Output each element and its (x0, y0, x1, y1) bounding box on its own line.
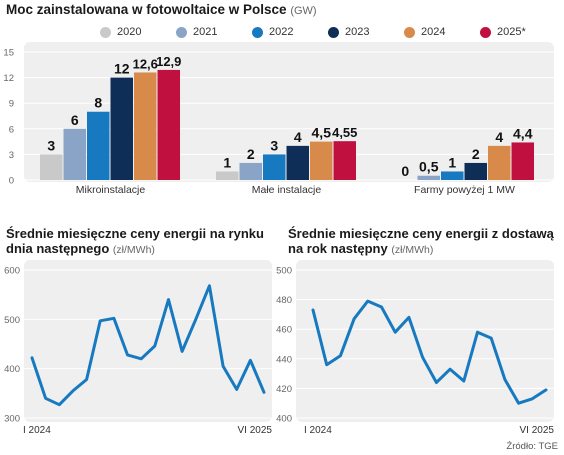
line-y-tick-label: 600 (4, 266, 20, 277)
bar-category-label: Mikroinstalacje (76, 184, 146, 196)
legend-label: 2020 (117, 26, 142, 38)
bar-value-label: 4 (294, 129, 302, 145)
x-end-label: VI 2025 (520, 425, 555, 436)
source-note: Źródło: TGE (506, 441, 558, 452)
bar-value-label: 4,4 (513, 125, 533, 141)
bar-value-label: 3 (47, 137, 55, 153)
legend-label: 2024 (421, 26, 446, 38)
bar (216, 171, 239, 180)
bar-value-label: 0 (401, 163, 409, 179)
legend-label: 2023 (345, 26, 370, 38)
bar-value-label: 1 (223, 154, 231, 170)
bar-value-label: 12 (114, 61, 130, 77)
legend-item: 2022 (252, 26, 328, 38)
legend-item: 2021 (176, 26, 252, 38)
line-y-tick-label: 400 (4, 364, 20, 375)
line-y-tick-label: 500 (276, 266, 292, 277)
line-chart-day-ahead: 300 400 500 600 I 2024 VI 2025 (4, 266, 272, 437)
bar-value-label: 6 (71, 112, 79, 128)
bar (511, 142, 534, 180)
line-chart-2-title: Średnie miesięczne ceny energii z dostaw… (288, 226, 560, 258)
line-y-tick-label: 440 (276, 354, 292, 365)
main-chart-title: Moc zainstalowana w fotowoltaice w Polsc… (6, 2, 317, 17)
bar (63, 128, 86, 180)
bar-value-label: 2 (472, 146, 480, 162)
line-series (311, 299, 548, 405)
bar-value-label: 3 (270, 137, 278, 153)
line-chart-year-ahead: 400 420 440 460 480 500 I 2024 VI 2025 (276, 266, 554, 437)
line-y-tick-label: 500 (4, 315, 20, 326)
line-y-tick-label: 400 (276, 414, 292, 425)
legend-item: 2025* (480, 26, 556, 38)
bar-y-tick-label: 9 (9, 99, 14, 110)
bar-y-tick-label: 12 (3, 73, 14, 84)
bar (417, 175, 440, 180)
legend-swatch (404, 26, 415, 38)
line-chart-2-background (296, 260, 554, 422)
bar-value-label: 8 (94, 95, 102, 111)
line-y-tick-label: 420 (276, 384, 292, 395)
legend-label: 2025* (497, 26, 526, 38)
legend-swatch (252, 26, 263, 38)
line-chart-2-title-text: Średnie miesięczne ceny energii z dostaw… (288, 226, 554, 256)
main-title-text: Moc zainstalowana w fotowoltaice w Polsc… (6, 2, 287, 17)
bar-y-tick-label: 3 (9, 150, 14, 161)
x-start-label: I 2024 (304, 425, 332, 436)
bar (488, 145, 511, 180)
x-start-label: I 2024 (23, 425, 51, 436)
bar (40, 154, 63, 180)
legend-swatch (176, 26, 187, 38)
legend-swatch (480, 26, 491, 38)
bar-value-label: 0,5 (419, 159, 439, 175)
bar-value-label: 12,9 (156, 54, 181, 69)
line-y-tick-label: 460 (276, 325, 292, 336)
legend-swatch (100, 26, 111, 38)
bar-value-label: 12,6 (133, 56, 158, 71)
line-chart-1-title: Średnie miesięczne ceny energii na rynku… (6, 226, 276, 258)
legend: 2020 2021 2022 2023 2024 2025* (100, 26, 556, 38)
bar (110, 77, 133, 180)
line-y-tick-label: 300 (4, 414, 20, 425)
bar (134, 72, 157, 180)
legend-label: 2021 (193, 26, 218, 38)
line-chart-1-unit: (zł/MWh) (112, 244, 155, 256)
bar (464, 162, 487, 180)
legend-item: 2023 (328, 26, 404, 38)
legend-swatch (328, 26, 339, 38)
line-chart-1-title-text: Średnie miesięczne ceny energii na rynku… (6, 226, 264, 256)
bar (157, 69, 180, 180)
bar-value-label: 1 (448, 154, 456, 170)
bar-y-tick-label: 15 (3, 48, 14, 59)
main-title-unit: (GW) (290, 5, 317, 17)
line-y-tick-label: 480 (276, 295, 292, 306)
bar-value-label: 2 (247, 146, 255, 162)
bar-category-label: Małe instalacje (252, 184, 322, 196)
legend-item: 2024 (404, 26, 480, 38)
bar (333, 141, 356, 180)
bar (286, 145, 309, 180)
bar-y-tick-label: 6 (9, 124, 14, 135)
line-series (30, 284, 266, 407)
bar-y-tick-label: 0 (9, 176, 14, 187)
bar (310, 141, 333, 180)
bar (87, 111, 110, 180)
x-end-label: VI 2025 (238, 425, 273, 436)
bar-value-label: 4,55 (332, 125, 357, 140)
line-chart-2-unit: (zł/MWh) (391, 244, 434, 256)
bar (263, 154, 286, 180)
legend-label: 2022 (269, 26, 294, 38)
bar-category-label: Farmy powyżej 1 MW (414, 184, 515, 196)
line-chart-1-background (24, 260, 272, 422)
bar (441, 171, 464, 180)
bar-value-label: 4,5 (312, 125, 332, 141)
legend-item: 2020 (100, 26, 176, 38)
bar (239, 162, 262, 180)
bar-value-label: 4 (495, 129, 503, 145)
